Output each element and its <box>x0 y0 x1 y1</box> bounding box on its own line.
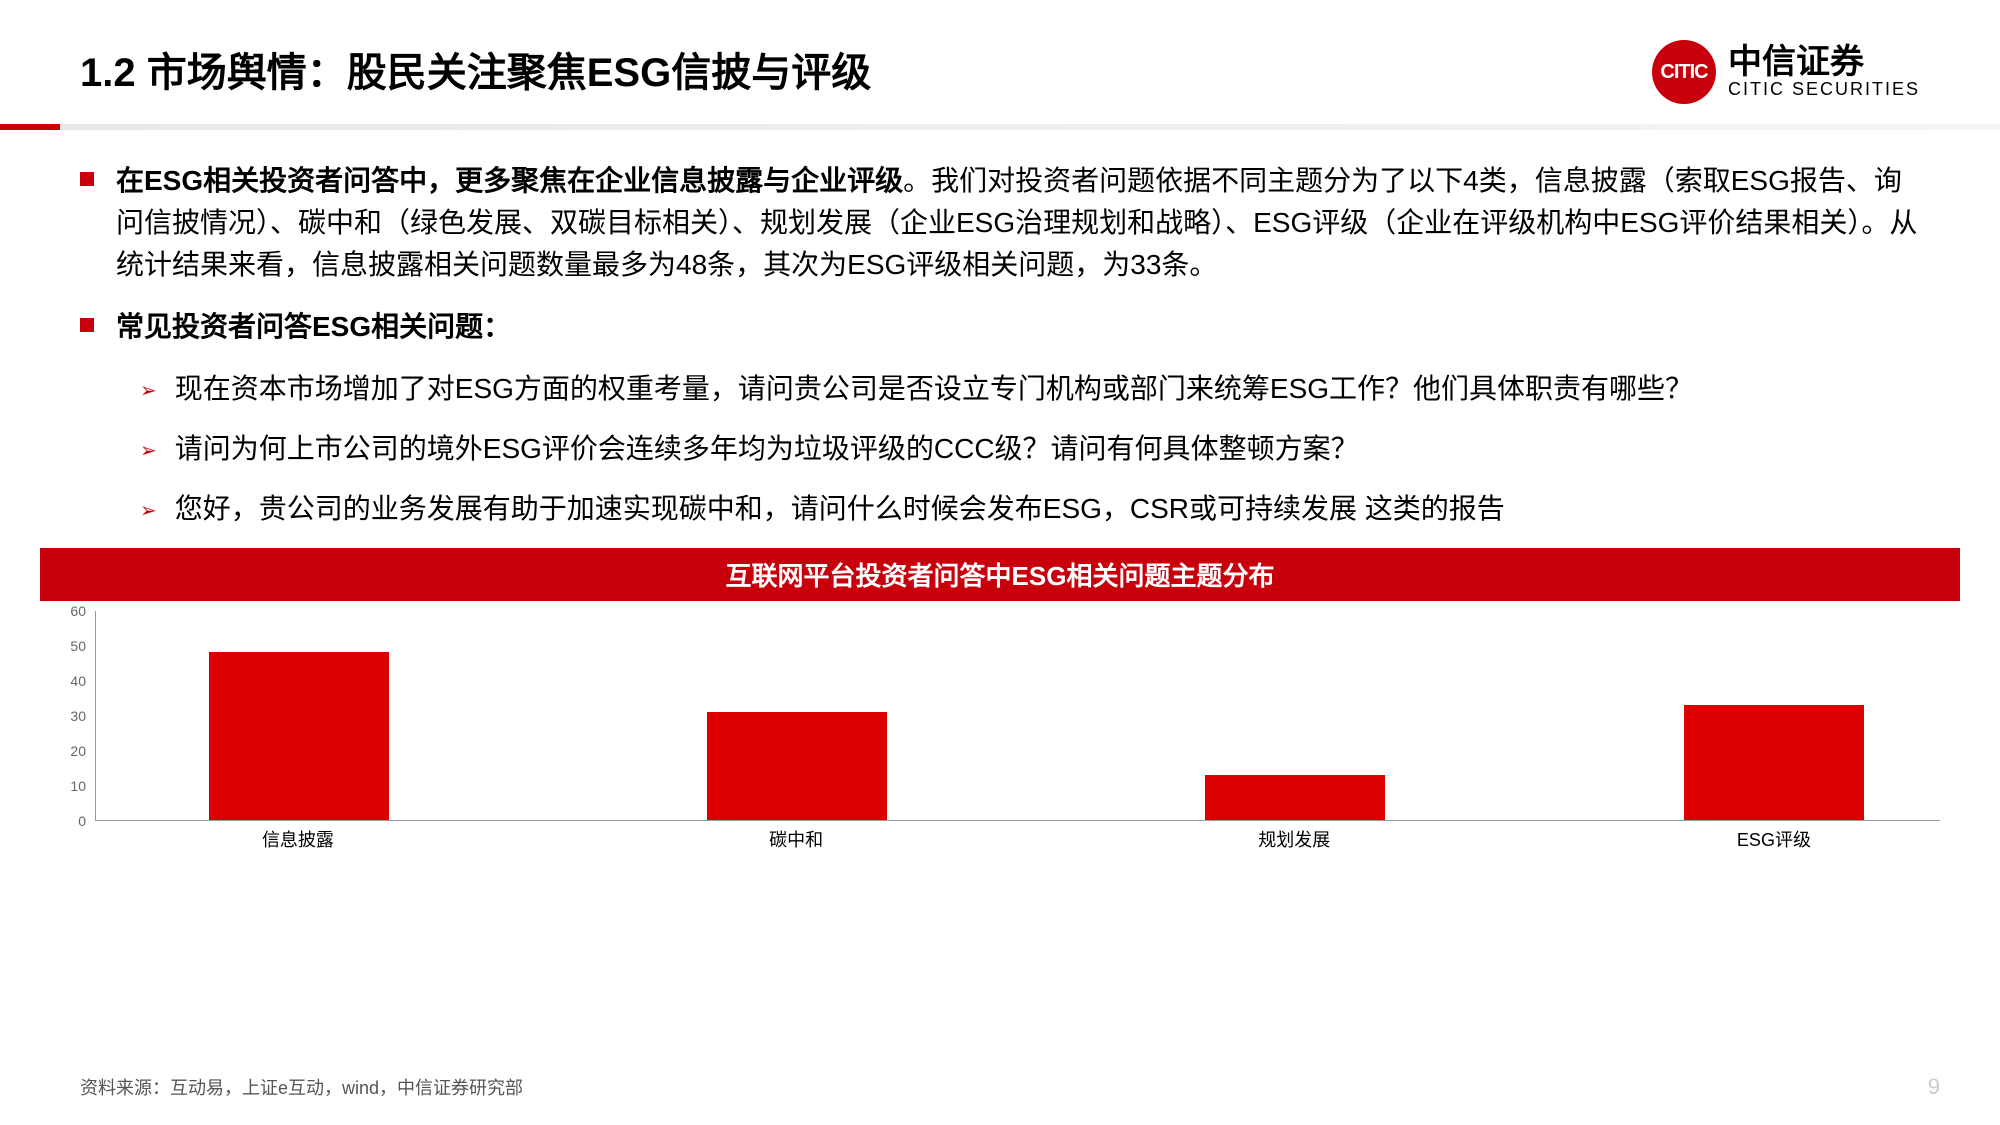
logo-text-en: CITIC SECURITIES <box>1728 79 1920 100</box>
company-logo: CITIC 中信证券 CITIC SECURITIES <box>1652 40 1920 104</box>
bullet-1: 在ESG相关投资者问答中，更多聚焦在企业信息披露与企业评级。我们对投资者问题依据… <box>80 160 1920 286</box>
y-axis: 0102030405060 <box>60 611 90 821</box>
bar-chart: 0102030405060 信息披露碳中和规划发展ESG评级 <box>60 611 1940 861</box>
y-tick-label: 40 <box>70 673 86 689</box>
logo-icon: CITIC <box>1652 40 1716 104</box>
arrow-bullet-icon: ➢ <box>140 378 157 403</box>
sub-item-3: ➢ 您好，贵公司的业务发展有助于加速实现碳中和，请问什么时候会发布ESG，CSR… <box>140 488 1920 530</box>
sub-item-2: ➢ 请问为何上市公司的境外ESG评价会连续多年均为垃圾评级的CCC级？请问有何具… <box>140 428 1920 470</box>
chart-bar <box>209 652 389 820</box>
square-bullet-icon <box>80 318 94 332</box>
x-tick-label: 规划发展 <box>1258 826 1330 852</box>
x-tick-label: ESG评级 <box>1737 826 1811 852</box>
chart-bar <box>1205 775 1385 821</box>
slide-content: 在ESG相关投资者问答中，更多聚焦在企业信息披露与企业评级。我们对投资者问题依据… <box>0 130 2000 530</box>
logo-text-cn: 中信证券 <box>1728 45 1920 79</box>
bullet-2-text: 常见投资者问答ESG相关问题： <box>116 306 511 348</box>
y-tick-label: 10 <box>70 778 86 794</box>
chart-plot <box>95 611 1940 821</box>
y-tick-label: 50 <box>70 638 86 654</box>
bullet-1-text: 在ESG相关投资者问答中，更多聚焦在企业信息披露与企业评级。我们对投资者问题依据… <box>116 160 1920 286</box>
y-tick-label: 0 <box>78 813 86 829</box>
square-bullet-icon <box>80 172 94 186</box>
chart-bar <box>1684 705 1864 821</box>
sub-bullet-list: ➢ 现在资本市场增加了对ESG方面的权重考量，请问贵公司是否设立专门机构或部门来… <box>140 368 1920 530</box>
y-tick-label: 30 <box>70 708 86 724</box>
page-number: 9 <box>1928 1074 1940 1100</box>
x-tick-label: 信息披露 <box>262 826 334 852</box>
x-tick-label: 碳中和 <box>769 826 823 852</box>
slide-header: 1.2 市场舆情：股民关注聚焦ESG信披与评级 CITIC 中信证券 CITIC… <box>0 0 2000 124</box>
slide-title: 1.2 市场舆情：股民关注聚焦ESG信披与评级 <box>80 40 871 98</box>
chart-title: 互联网平台投资者问答中ESG相关问题主题分布 <box>40 548 1960 601</box>
chart-bar <box>707 712 887 821</box>
x-axis: 信息披露 碳中和 规划发展 ESG评级 <box>95 826 1940 856</box>
sub-item-1: ➢ 现在资本市场增加了对ESG方面的权重考量，请问贵公司是否设立专门机构或部门来… <box>140 368 1920 410</box>
arrow-bullet-icon: ➢ <box>140 498 157 523</box>
y-tick-label: 60 <box>70 603 86 619</box>
bullet-2: 常见投资者问答ESG相关问题： <box>80 306 1920 348</box>
arrow-bullet-icon: ➢ <box>140 438 157 463</box>
source-text: 资料来源：互动易，上证e互动，wind，中信证券研究部 <box>80 1074 523 1100</box>
y-tick-label: 20 <box>70 743 86 759</box>
